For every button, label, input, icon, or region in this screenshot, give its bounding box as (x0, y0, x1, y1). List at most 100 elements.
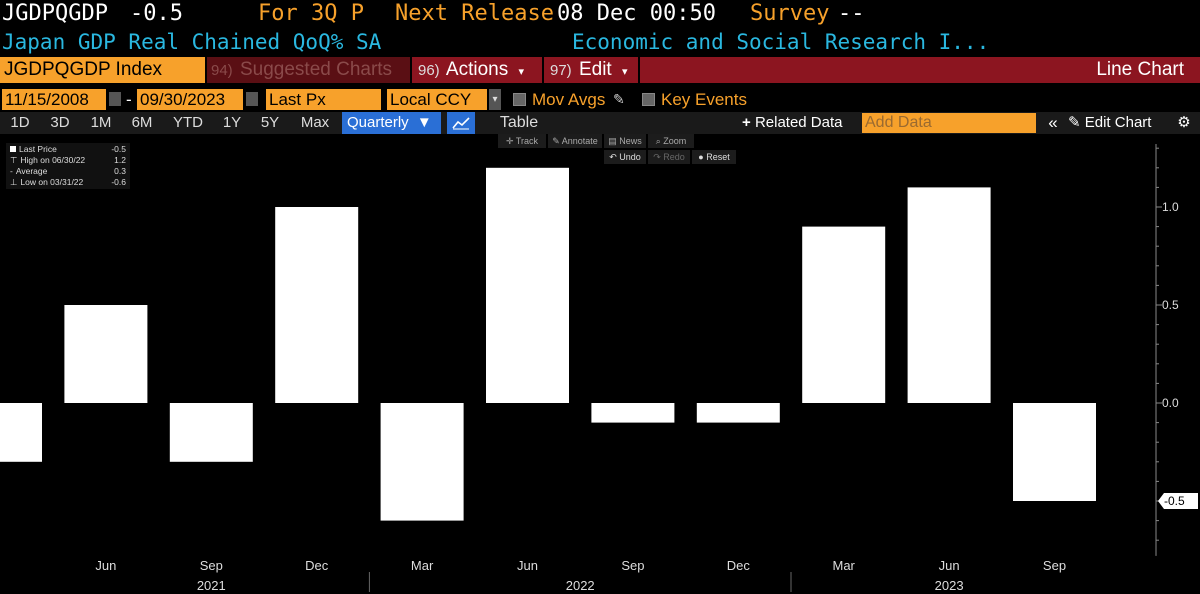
bar (591, 403, 675, 423)
field-select[interactable]: Last Px (266, 89, 381, 110)
legend-value: -0.6 (111, 177, 126, 187)
news-button[interactable]: ▤ News (604, 134, 646, 148)
annotate-icon: ✎ (552, 136, 562, 146)
chart-type-label: Line Chart (640, 57, 1200, 83)
x-tick-label: Sep (621, 558, 644, 573)
x-tick-label: Dec (727, 558, 751, 573)
bar (0, 403, 42, 462)
bar (696, 403, 780, 423)
range-5y[interactable]: 5Y (260, 114, 280, 131)
y-tick-label: 0.0 (1162, 396, 1179, 410)
range-max[interactable]: Max (300, 114, 330, 131)
range-1m[interactable]: 1M (90, 114, 112, 131)
bar (275, 207, 359, 403)
high-marker-icon: ⊤ (10, 155, 18, 165)
release-period: For 3Q P (258, 1, 364, 26)
zoom-button[interactable]: ⌕ Zoom (648, 134, 694, 148)
news-label: News (619, 136, 642, 146)
x-tick-label: Mar (411, 558, 434, 573)
legend-low: ⊥ Low on 03/31/22 (10, 177, 83, 188)
chart-legend: Last Price -0.5 ⊤ High on 06/30/22 1.2 -A… (6, 143, 130, 189)
zoom-label: Zoom (663, 136, 687, 146)
y-axis: 1.0 0.5 0.0 -0.5 (1155, 144, 1198, 556)
add-data-input[interactable]: Add Data (862, 113, 1036, 133)
x-tick-label: Sep (200, 558, 223, 573)
security-header: JGDPQGDP -0.5 For 3Q P Next Release 08 D… (0, 0, 1200, 30)
last-value-tag (1158, 493, 1198, 509)
annotate-button[interactable]: ✎ Annotate (548, 134, 602, 148)
chevron-down-icon[interactable]: ▾ (489, 89, 501, 110)
reset-button[interactable]: ● Reset (692, 150, 736, 164)
collapse-icon[interactable]: « (1048, 113, 1058, 132)
low-marker-icon: ⊥ (10, 177, 18, 187)
calendar-icon[interactable] (246, 92, 258, 106)
reset-icon: ● (698, 152, 707, 162)
next-release-value: 08 Dec 00:50 (557, 1, 716, 26)
crosshair-icon: ✛ (505, 136, 516, 146)
index-name-field[interactable]: JGDPQGDP Index (0, 57, 205, 83)
range-toolbar: 1D 3D 1M 6M YTD 1Y 5Y Max Quarterly ▼ Ta… (0, 112, 1200, 134)
x-tick-label: Jun (95, 558, 116, 573)
x-tick-label: Jun (517, 558, 538, 573)
range-ytd[interactable]: YTD (173, 114, 203, 131)
end-date-input[interactable]: 09/30/2023 (137, 89, 243, 110)
news-icon: ▤ (608, 136, 620, 146)
track-label: Track (515, 136, 539, 146)
actions-menu-button[interactable]: 96) Actions ▾ (412, 57, 542, 83)
legend-high: ⊤ High on 06/30/22 (10, 155, 85, 166)
edit-chart-label: Edit Chart (1084, 114, 1152, 131)
chart-controls: 11/15/2008 - 09/30/2023 Last Px Local CC… (0, 89, 1200, 111)
related-data-button[interactable]: + Related Data (742, 112, 860, 134)
chevron-down-icon: ▾ (518, 66, 525, 78)
bar (907, 187, 991, 403)
x-year-label: 2023 (935, 578, 964, 593)
mov-avgs-label: Mov Avgs (532, 90, 606, 109)
undo-icon: ↶ (609, 152, 620, 162)
suggested-charts-button[interactable]: 94) Suggested Charts (207, 57, 410, 83)
table-button[interactable]: Table (499, 114, 539, 131)
chevron-down-icon: ▾ (622, 66, 628, 78)
undo-button[interactable]: ↶ Undo (604, 150, 646, 164)
annotate-label: Annotate (561, 136, 598, 146)
legend-label: Low on 03/31/22 (20, 177, 84, 187)
calendar-icon[interactable] (109, 92, 121, 106)
legend-last-price: Last Price (10, 144, 57, 154)
y-tick-label: 1.0 (1162, 200, 1179, 214)
track-button[interactable]: ✛ Track (498, 134, 546, 148)
x-tick-label: Mar (833, 558, 856, 573)
plus-icon: + (742, 114, 751, 131)
line-chart-icon[interactable] (447, 112, 475, 134)
bar-chart[interactable]: 1.00.50.0-0.5 Jun Sep Dec Mar Jun Sep Dec Mar Ju… (0, 134, 1200, 594)
gear-icon[interactable]: ⚙ (1177, 114, 1191, 131)
redo-button[interactable]: ↷ Redo (648, 150, 690, 164)
key-events-checkbox[interactable] (642, 93, 655, 106)
range-1y[interactable]: 1Y (222, 114, 242, 131)
range-6m[interactable]: 6M (131, 114, 153, 131)
start-date-input[interactable]: 11/15/2008 (2, 89, 106, 110)
pencil-icon[interactable]: ✎ (613, 91, 625, 107)
range-3d[interactable]: 3D (50, 114, 70, 131)
bar (64, 305, 148, 403)
edit-chart-button[interactable]: ✎ Edit Chart (1068, 112, 1170, 134)
description-bar: Japan GDP Real Chained QoQ% SA Economic … (0, 30, 1200, 56)
x-tick-label: Jun (939, 558, 960, 573)
actions-number: 96) (418, 62, 440, 79)
actions-label: Actions (445, 59, 509, 80)
currency-select[interactable]: Local CCY (387, 89, 487, 110)
last-value-tag-label: -0.5 (1164, 494, 1185, 508)
edit-menu-button[interactable]: 97) Edit ▾ (544, 57, 638, 83)
next-release-label: Next Release (395, 1, 554, 26)
legend-label: Last Price (19, 144, 57, 154)
security-description: Japan GDP Real Chained QoQ% SA (2, 30, 382, 54)
x-tick-label: Sep (1043, 558, 1066, 573)
undo-label: Undo (619, 152, 641, 162)
mov-avgs-checkbox[interactable] (513, 93, 526, 106)
periodicity-select[interactable]: Quarterly ▼ (342, 112, 441, 134)
related-data-label: Related Data (754, 114, 843, 131)
edit-label: Edit (578, 59, 612, 80)
legend-label: High on 06/30/22 (20, 155, 86, 165)
ticker[interactable]: JGDPQGDP (2, 1, 108, 26)
range-1d[interactable]: 1D (10, 114, 30, 131)
x-axis: Jun Sep Dec Mar Jun Sep Dec Mar Jun Sep 2021 2022 20… (95, 558, 1066, 593)
bars-group (0, 167, 1096, 521)
